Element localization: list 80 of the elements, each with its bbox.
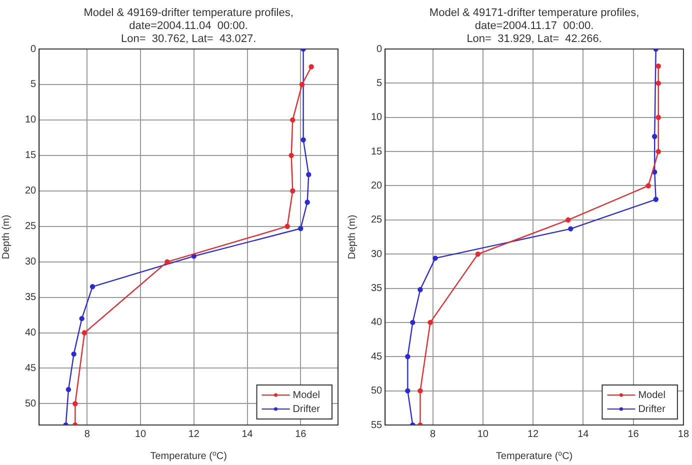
x-tick-label: 16	[295, 428, 307, 440]
y-tick-label: 20	[371, 180, 383, 192]
y-tick-label: 50	[25, 398, 37, 410]
point	[82, 330, 88, 336]
point	[646, 183, 651, 188]
point	[656, 114, 661, 120]
point	[568, 226, 574, 232]
y-axis-title: Depth (m)	[1, 214, 12, 260]
text: Model & 49171-drifter temperature profiles,	[429, 7, 640, 19]
x-tick-label: 10	[134, 428, 147, 440]
y-tick-label: 45	[25, 362, 37, 374]
x-tick-label: 14	[242, 428, 254, 440]
x-tick-label: 16	[628, 428, 640, 440]
y-tick-label: 15	[371, 146, 383, 158]
x-tick-label: 12	[527, 428, 540, 440]
point	[290, 188, 296, 194]
point	[90, 284, 96, 290]
text: Lon= 31.929, Lat= 42.266.	[466, 33, 602, 45]
point	[299, 82, 305, 88]
point	[306, 172, 312, 178]
point	[298, 226, 304, 232]
y-tick-label: 30	[371, 248, 383, 260]
legend-label: Model	[292, 390, 320, 401]
y-tick-label: 10	[371, 112, 383, 124]
y-axis-title: Depth (m)	[347, 214, 358, 260]
y-tick-label: 35	[371, 283, 383, 294]
x-tick-label: 8	[84, 428, 90, 440]
y-tick-label: 40	[25, 328, 37, 339]
point	[405, 354, 410, 360]
point	[288, 152, 294, 158]
point	[290, 117, 296, 123]
x-tick-label: 18	[678, 428, 690, 440]
point	[653, 196, 658, 202]
x-tick-label: 14	[578, 428, 590, 440]
point	[304, 200, 310, 205]
text: date=2004.11.17 00:00.	[474, 20, 594, 32]
y-tick-label: 15	[25, 150, 37, 162]
point	[656, 80, 661, 86]
point	[652, 134, 658, 140]
point	[284, 224, 290, 229]
point	[566, 217, 571, 223]
point	[164, 259, 170, 264]
point	[656, 148, 661, 154]
y-tick-label: 25	[371, 214, 383, 226]
point	[79, 316, 84, 322]
point	[656, 63, 661, 69]
y-tick-label: 5	[376, 78, 383, 89]
y-tick-label: 5	[30, 79, 37, 90]
text: date=2004.11.04 00:00.	[129, 20, 248, 32]
point	[475, 251, 480, 257]
point	[405, 388, 410, 394]
point	[432, 256, 438, 261]
point	[66, 386, 72, 392]
y-tick-label: 30	[25, 256, 37, 268]
text: Lon= 30.762, Lat= 43.027.	[120, 33, 256, 45]
legend-label: Model	[638, 390, 666, 401]
point	[72, 401, 78, 406]
text: Model & 49169-drifter temperature profiles,	[84, 7, 294, 19]
point	[300, 137, 306, 142]
y-tick-label: 40	[371, 317, 383, 328]
legend-label: Drifter	[292, 404, 321, 415]
y-tick-label: 35	[25, 292, 37, 304]
point	[308, 64, 314, 70]
point	[428, 320, 433, 326]
x-tick-label: 8	[430, 428, 436, 440]
point	[418, 388, 423, 394]
y-tick-label: 10	[25, 114, 37, 126]
point	[410, 320, 416, 326]
x-tick-label: 12	[188, 428, 200, 440]
y-tick-label: 45	[371, 351, 383, 362]
legend-label: Drifter	[638, 404, 666, 415]
y-tick-label: 50	[371, 386, 383, 397]
y-tick-label: 20	[25, 186, 37, 197]
y-tick-label: 0	[30, 44, 37, 55]
y-tick-label: 0	[376, 44, 383, 55]
y-tick-label: 55	[371, 420, 383, 431]
point	[418, 287, 423, 292]
point	[71, 351, 76, 357]
y-tick-label: 25	[25, 221, 37, 232]
x-tick-label: 10	[477, 428, 489, 440]
